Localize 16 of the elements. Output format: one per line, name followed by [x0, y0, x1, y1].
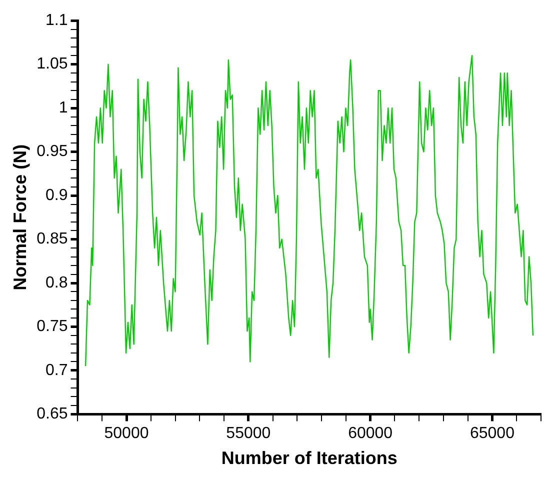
y-tick-label: 0.85 [36, 230, 68, 248]
x-tick-label: 65000 [470, 425, 515, 442]
x-axis-title: Number of Iterations [221, 448, 398, 468]
y-tick-label: 0.95 [36, 143, 68, 160]
y-tick-label: 0.75 [36, 318, 68, 336]
y-tick-label: 0.7 [45, 362, 68, 379]
y-tick-label: 1.05 [36, 56, 68, 73]
y-tick-label: 1.1 [45, 12, 68, 30]
y-tick-label: 0.8 [45, 274, 68, 292]
y-tick-label: 0.9 [45, 186, 68, 204]
y-tick-label: 1 [58, 99, 68, 116]
y-axis-title: Normal Force (N) [10, 144, 30, 290]
y-tick-label: 0.65 [36, 406, 68, 423]
x-tick-label: 55000 [226, 425, 271, 442]
x-tick-label: 50000 [104, 425, 149, 442]
x-tick-label: 60000 [348, 425, 393, 442]
